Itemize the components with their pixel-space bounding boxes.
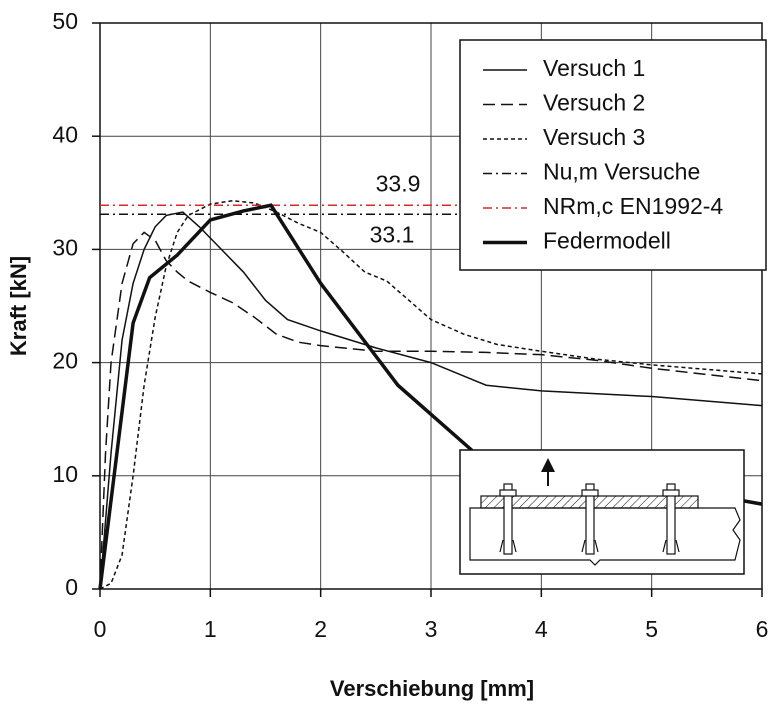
series-line xyxy=(99,211,763,590)
y-tick-label: 10 xyxy=(52,461,78,487)
x-tick-label: 1 xyxy=(204,616,217,642)
x-axis-label: Verschiebung [mm] xyxy=(330,676,534,701)
legend-box xyxy=(459,39,767,271)
annotation: 33.9 xyxy=(376,170,421,196)
legend-label: Versuch 2 xyxy=(543,90,645,116)
y-axis-label: Kraft [kN] xyxy=(6,256,31,356)
plot-area: 0 1 2 3 4 5 6 0 10 20 30 40 50 xyxy=(52,8,768,642)
y-tick-label: 50 xyxy=(52,8,78,34)
series-line xyxy=(99,231,763,590)
x-tick-label: 0 xyxy=(94,616,107,642)
legend-label: NRm,c EN1992-4 xyxy=(543,193,723,219)
x-tick-label: 2 xyxy=(314,616,327,642)
annotation: 33.1 xyxy=(370,221,415,247)
legend: Versuch 1 Versuch 2 Versuch 3 Nu,m Versuche… xyxy=(459,39,767,271)
x-tick-label: 5 xyxy=(645,616,658,642)
x-tick-label: 6 xyxy=(756,616,768,642)
x-tick-label: 4 xyxy=(535,616,548,642)
legend-label: Versuch 1 xyxy=(543,55,645,81)
y-tick-label: 40 xyxy=(52,121,78,147)
y-tick-label: 30 xyxy=(52,234,78,260)
series-line xyxy=(98,203,763,590)
legend-label: Federmodell xyxy=(543,228,671,254)
legend-label: Versuch 3 xyxy=(543,124,645,150)
y-tick-label: 20 xyxy=(52,348,78,374)
y-tick-label: 0 xyxy=(65,574,78,600)
inset-diagram xyxy=(459,449,745,575)
series-line xyxy=(99,199,763,590)
plot-frame xyxy=(99,22,763,590)
x-tick-label: 3 xyxy=(425,616,438,642)
legend-label: Nu,m Versuche xyxy=(543,159,700,185)
